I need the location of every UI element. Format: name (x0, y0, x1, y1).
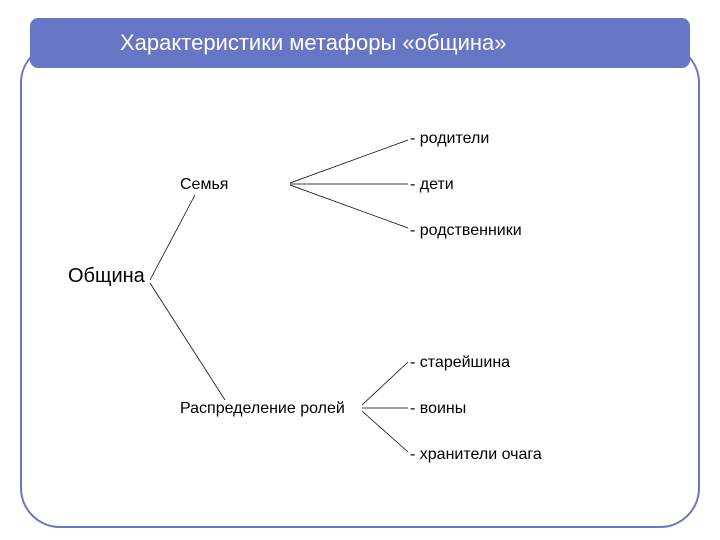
node-branch-family: Семья (180, 176, 228, 194)
node-leaf-elder: - старейшина (410, 354, 510, 372)
title-bar: Характеристики метафоры «община» (30, 18, 690, 68)
node-leaf-keepers: - хранители очага (410, 446, 542, 464)
node-leaf-warriors: - воины (410, 400, 466, 418)
node-leaf-relatives: - родственники (410, 222, 522, 240)
node-branch-roles: Распределение ролей (180, 400, 345, 418)
node-root: Община (68, 265, 145, 288)
slide-title: Характеристики метафоры «община» (120, 30, 507, 56)
node-leaf-children: - дети (410, 176, 454, 194)
node-leaf-parents: - родители (410, 130, 489, 148)
